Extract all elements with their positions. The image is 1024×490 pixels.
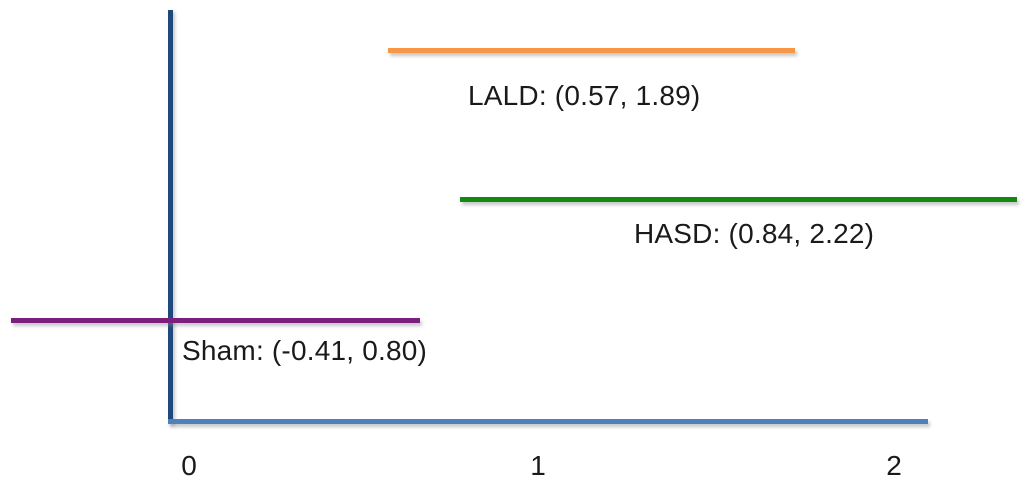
x-axis-tick-0: 0 xyxy=(181,450,197,481)
x-axis-tick-1: 1 xyxy=(530,450,546,481)
x-axis-line xyxy=(168,419,928,424)
lald-interval-label: LALD: (0.57, 1.89) xyxy=(468,80,701,111)
x-axis-tick-2: 2 xyxy=(886,450,902,481)
hasd-interval-line xyxy=(460,197,1017,202)
lald-interval-line xyxy=(388,48,795,53)
hasd-interval-label: HASD: (0.84, 2.22) xyxy=(634,218,875,249)
sham-interval-line xyxy=(11,318,420,323)
y-axis-line xyxy=(168,10,173,424)
sham-interval-label: Sham: (-0.41, 0.80) xyxy=(182,335,428,366)
